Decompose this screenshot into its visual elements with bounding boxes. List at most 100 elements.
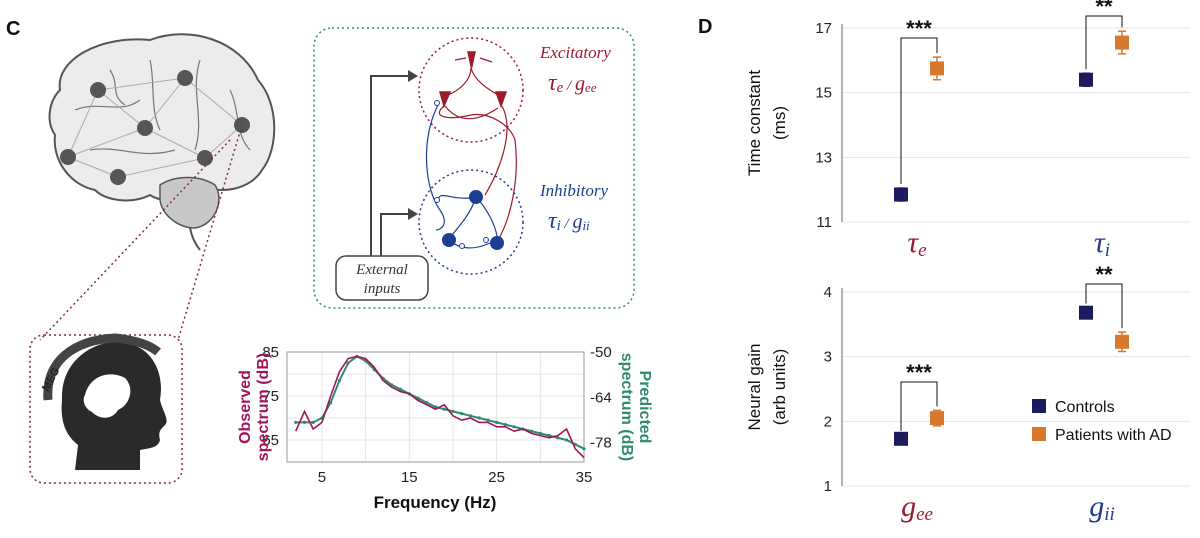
predicted-point [538,431,542,435]
synapse [434,197,440,203]
category-label: gee [901,490,933,525]
predicted-point [442,407,446,411]
x-tick-label: 25 [488,469,505,486]
significance-bracket [900,381,938,431]
predicted-spectrum-line [295,355,585,450]
network-node [197,150,213,166]
inhibitory-label: Inhibitory [539,181,608,200]
predicted-axis-label-line2: spectrum (dB) [618,353,635,461]
network-node [90,82,106,98]
predicted-axis-label-line1: Predicted [636,371,653,444]
category-label: gii [1089,490,1115,525]
predicted-point [477,416,481,420]
brain-sulci [74,59,251,155]
inhibitory-params: τi / gii [548,208,590,234]
predicted-point [329,401,333,405]
predicted-point [486,418,490,422]
predicted-point [512,425,516,429]
synapse [483,237,489,243]
y-tick-label: 15 [815,85,832,102]
excitatory-neuron [494,91,508,109]
predicted-point [346,361,350,365]
excitatory-population [418,37,524,143]
external-inputs-box [335,255,429,301]
predicted-point [529,429,534,433]
legend-swatch-patients [1032,427,1046,441]
synapse [434,100,440,106]
tc-y-label-line2: (ms) [770,106,789,140]
brain-outline [48,33,276,202]
inhibitory-connections [425,104,498,249]
data-point-controls [894,431,908,446]
significance-stars: ** [1095,0,1113,19]
spectrum-x-axis-label: Frequency (Hz) [374,493,497,512]
predicted-point [311,420,315,424]
category-label: τi [1094,226,1110,261]
panel-label-d: D [698,16,712,38]
predicted-point [425,401,429,405]
y-tick-label: 4 [824,284,832,301]
synapse [459,243,465,249]
data-point-patients [1115,35,1129,50]
predicted-point [468,414,473,418]
y-tick-label: 11 [816,214,832,231]
legend: Controls Patients with AD [1032,399,1172,444]
brain-cutout [83,374,131,418]
brain-illustration [39,33,276,341]
right-y-tick-label: -78 [590,435,612,452]
x-tick-label: 5 [318,469,326,486]
right-y-tick-label: -64 [590,389,612,406]
meg-head-box: MEG [29,333,183,484]
ng-y-label-line1: Neural gain [745,344,764,431]
data-point-patients [1115,334,1129,349]
predicted-point [503,423,507,427]
y-tick-label: 2 [824,413,832,430]
predicted-point [337,379,342,383]
predicted-point [547,434,551,438]
predicted-point [451,409,455,413]
significance-bracket [1085,283,1123,329]
x-tick-label: 15 [401,469,418,486]
predicted-point [564,438,569,442]
left-y-tick-label: 65 [262,432,279,449]
predicted-point [398,387,403,391]
spectrum-plot-frame [286,351,585,463]
data-point-patients [930,411,944,426]
predicted-point [294,420,298,424]
significance-bracket [900,37,938,185]
left-y-tick-label: 85 [262,344,279,361]
predicted-point [556,436,560,440]
network-node [60,149,76,165]
data-point-patients [930,61,944,76]
brainstem [189,227,201,251]
y-tick-label: 17 [815,20,832,37]
y-tick-label: 3 [824,349,832,366]
excitatory-connections [438,57,517,241]
predicted-point [433,405,438,409]
zoom-connector [39,139,231,341]
brain-network-edges [67,77,243,178]
predicted-point [460,412,464,416]
panel-label-c: C [6,18,20,40]
tc-y-label-line1: Time constant [745,70,764,176]
observed-spectrum-line [295,355,585,459]
spectrum-chart: 5 15 25 35 65 75 85 -50 -64 -78 Frequency (Hz) Ob… [237,344,653,512]
observed-axis-label-line2: spectrum (dB) [255,353,272,461]
network-node [110,169,126,185]
meg-label: MEG [40,366,62,394]
predicted-point [302,420,307,424]
inhibitory-population [418,169,524,275]
legend-label-controls: Controls [1055,399,1115,416]
external-inputs-label-line2: inputs [364,281,401,297]
right-y-tick-label: -50 [590,344,612,361]
data-point-controls [1079,305,1093,320]
circuit-box-border [313,27,635,309]
ng-y-label-line2: (arb units) [770,349,789,426]
arrow-head [408,208,418,220]
category-label: τe [907,226,926,261]
observed-axis-label-line1: Observed [237,370,254,444]
y-tick-label: 1 [824,478,832,495]
excitatory-label: Excitatory [539,43,611,62]
